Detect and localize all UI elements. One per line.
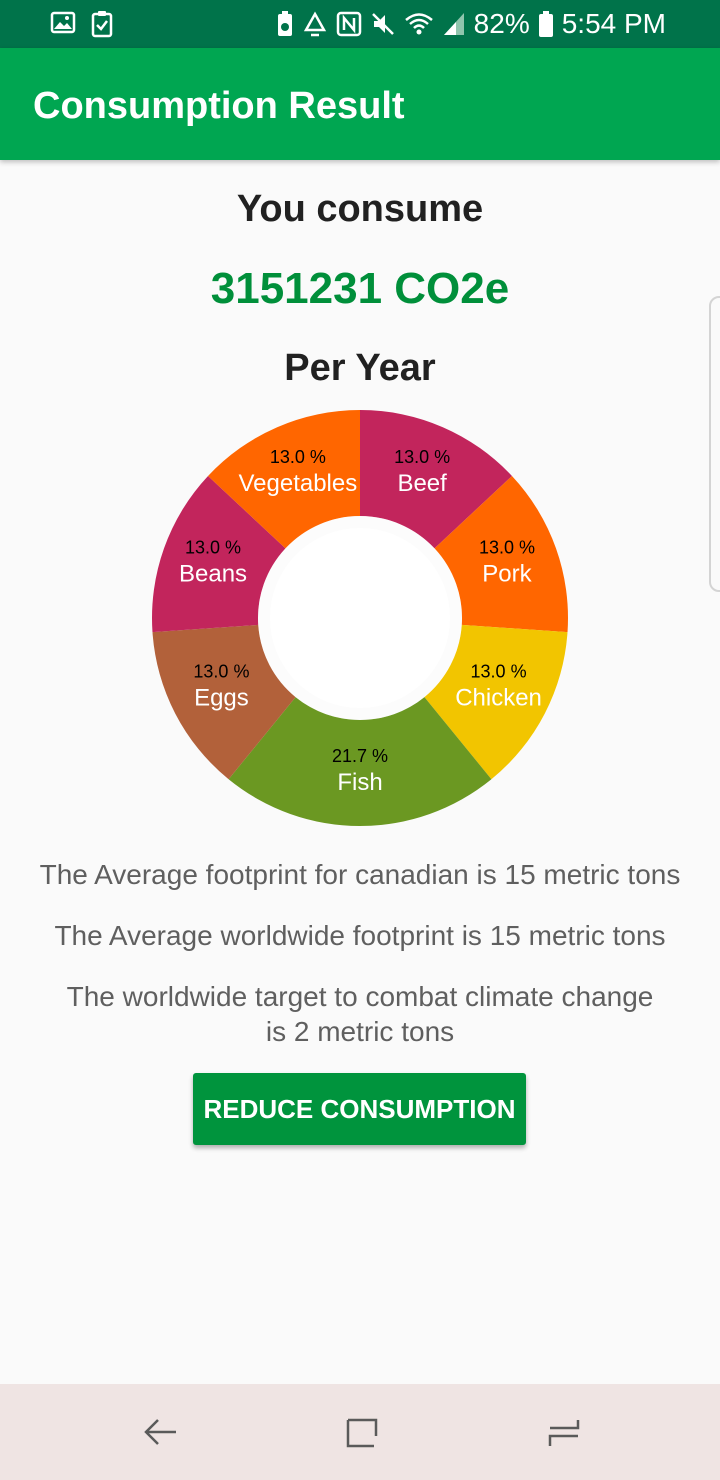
slice-percent-beef: 13.0 % bbox=[394, 447, 450, 467]
nfc-icon bbox=[336, 11, 361, 37]
slice-percent-fish: 21.7 % bbox=[332, 746, 388, 766]
donut-hole bbox=[270, 528, 450, 708]
slice-eggs[interactable] bbox=[152, 624, 296, 780]
slice-percent-vegetables: 13.0 % bbox=[270, 447, 326, 467]
target-text: The worldwide target to combat climate c… bbox=[0, 979, 720, 1049]
wifi-icon bbox=[404, 13, 433, 35]
battery-saver-icon bbox=[277, 11, 292, 36]
slice-label-beans: Beans bbox=[179, 561, 247, 588]
recycle-icon bbox=[303, 11, 326, 37]
slice-label-beef: Beef bbox=[397, 470, 447, 497]
canada-average-text: The Average footprint for canadian is 15… bbox=[39, 859, 681, 890]
target-line-1: The worldwide target to combat climate c… bbox=[66, 981, 654, 1012]
target-line-2: is 2 metric tons bbox=[265, 1016, 455, 1047]
edge-panel-handle[interactable] bbox=[709, 296, 720, 592]
slice-beef[interactable] bbox=[360, 410, 512, 549]
signal-icon bbox=[443, 13, 464, 35]
battery-percentage: 82% bbox=[473, 8, 530, 39]
reduce-consumption-button[interactable]: REDUCE CONSUMPTION bbox=[193, 1073, 526, 1145]
consumption-donut-chart: 13.0 % Beef 13.0 % Pork 13.0 % Chicken 21.7 % F… bbox=[152, 410, 568, 826]
status-time: 5:54 PM bbox=[561, 8, 666, 39]
slice-chicken[interactable] bbox=[424, 624, 568, 780]
mute-icon bbox=[371, 13, 394, 35]
consumption-value: 3151231 CO2e bbox=[210, 264, 510, 313]
period-label: Per Year bbox=[284, 347, 436, 389]
slice-vegetables[interactable] bbox=[208, 410, 360, 549]
slice-label-fish: Fish bbox=[337, 769, 382, 796]
back-icon[interactable] bbox=[140, 1412, 180, 1452]
consume-heading: You consume bbox=[236, 188, 484, 230]
slice-label-chicken: Chicken bbox=[455, 685, 542, 712]
slice-fish[interactable] bbox=[228, 697, 492, 826]
slice-pork[interactable] bbox=[434, 475, 568, 633]
status-right-icons: 82% 5:54 PM bbox=[276, 8, 666, 40]
slice-percent-chicken: 13.0 % bbox=[471, 662, 527, 682]
battery-icon bbox=[538, 11, 553, 37]
recents-icon[interactable] bbox=[342, 1412, 382, 1452]
slice-percent-pork: 13.0 % bbox=[479, 538, 535, 558]
page-title: Consumption Result bbox=[33, 85, 405, 127]
slice-label-pork: Pork bbox=[482, 561, 532, 588]
slice-percent-beans: 13.0 % bbox=[185, 538, 241, 558]
clipboard-check-icon bbox=[91, 11, 113, 38]
slice-label-eggs: Eggs bbox=[194, 685, 249, 712]
status-bar: 82% 5:54 PM bbox=[0, 0, 720, 48]
navigation-bar bbox=[0, 1384, 720, 1480]
slice-percent-eggs: 13.0 % bbox=[193, 662, 249, 682]
slice-label-vegetables: Vegetables bbox=[238, 470, 357, 497]
gallery-icon bbox=[50, 11, 76, 34]
app-bar: Consumption Result bbox=[0, 48, 720, 160]
home-icon[interactable] bbox=[544, 1412, 584, 1452]
slice-beans[interactable] bbox=[152, 475, 286, 633]
status-left-icons bbox=[50, 10, 114, 38]
world-average-text: The Average worldwide footprint is 15 me… bbox=[54, 920, 666, 951]
